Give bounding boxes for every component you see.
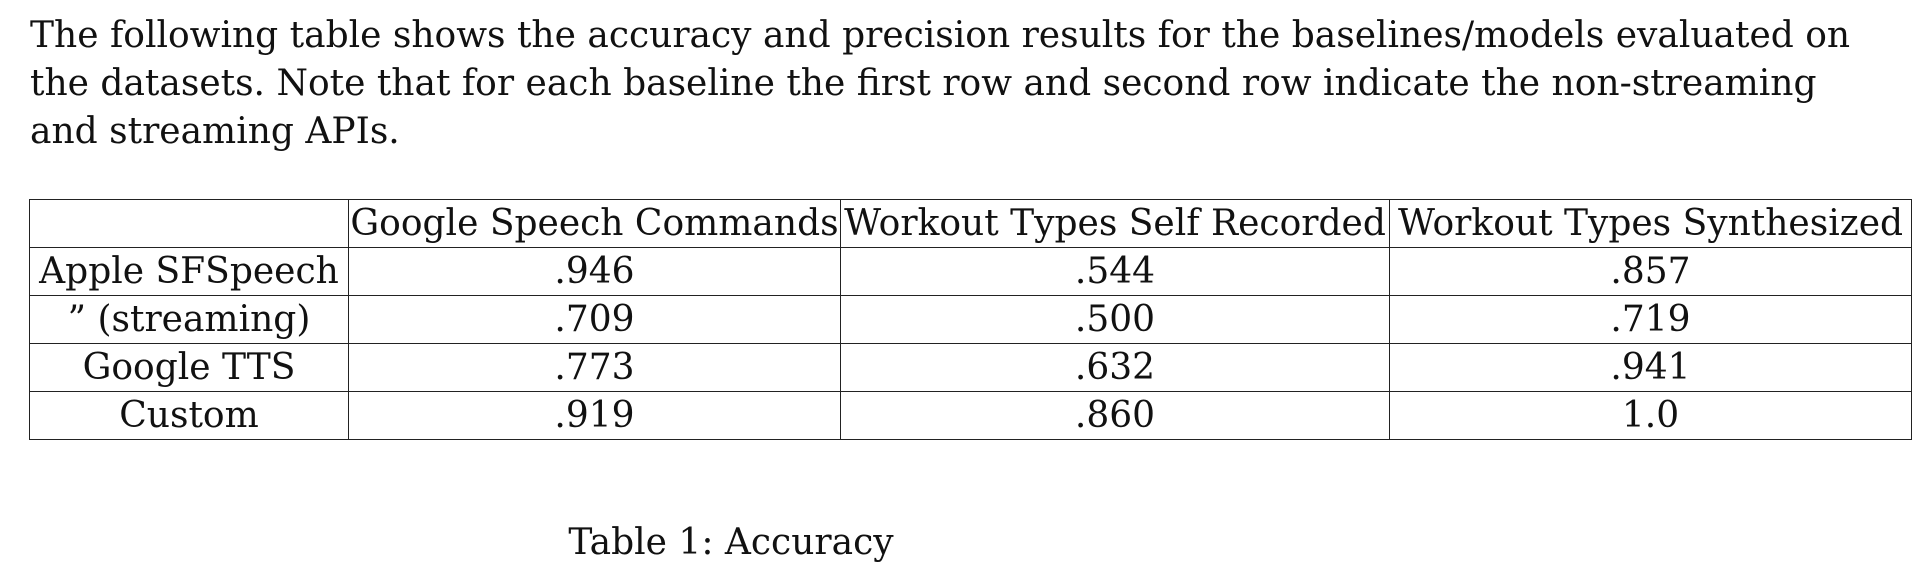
value-cell: .709 bbox=[348, 295, 841, 344]
table-row: Google TTS .773 .632 .941 bbox=[29, 343, 1912, 392]
value-cell: .544 bbox=[840, 247, 1390, 296]
header-cell: Workout Types Self Recorded bbox=[840, 199, 1390, 248]
intro-line: the datasets. Note that for each baselin… bbox=[30, 63, 1817, 104]
value-cell: .857 bbox=[1389, 247, 1912, 296]
table-row: Custom .919 .860 1.0 bbox=[29, 391, 1912, 440]
value-cell: .860 bbox=[840, 391, 1390, 440]
intro-paragraph: The following table shows the accuracy a… bbox=[30, 12, 1851, 156]
row-label-cell: Apple SFSpeech bbox=[29, 247, 349, 296]
table-row: Apple SFSpeech .946 .544 .857 bbox=[29, 247, 1912, 296]
table-row: ” (streaming) .709 .500 .719 bbox=[29, 295, 1912, 344]
value-cell: .946 bbox=[348, 247, 841, 296]
value-cell: .500 bbox=[840, 295, 1390, 344]
row-label-cell: ” (streaming) bbox=[29, 295, 349, 344]
table-caption: Table 1: Accuracy bbox=[568, 522, 894, 563]
results-table: Google Speech Commands Workout Types Sel… bbox=[29, 199, 1912, 440]
value-cell: .919 bbox=[348, 391, 841, 440]
intro-line: and streaming APIs. bbox=[30, 111, 400, 152]
value-cell: .773 bbox=[348, 343, 841, 392]
header-cell: Workout Types Synthesized bbox=[1389, 199, 1912, 248]
row-label-cell: Custom bbox=[29, 391, 349, 440]
value-cell: .719 bbox=[1389, 295, 1912, 344]
intro-line: The following table shows the accuracy a… bbox=[30, 15, 1851, 56]
header-cell-empty bbox=[29, 199, 349, 248]
value-cell: .941 bbox=[1389, 343, 1912, 392]
table-header-row: Google Speech Commands Workout Types Sel… bbox=[29, 199, 1912, 248]
value-cell: 1.0 bbox=[1389, 391, 1912, 440]
value-cell: .632 bbox=[840, 343, 1390, 392]
row-label-cell: Google TTS bbox=[29, 343, 349, 392]
header-cell: Google Speech Commands bbox=[348, 199, 841, 248]
